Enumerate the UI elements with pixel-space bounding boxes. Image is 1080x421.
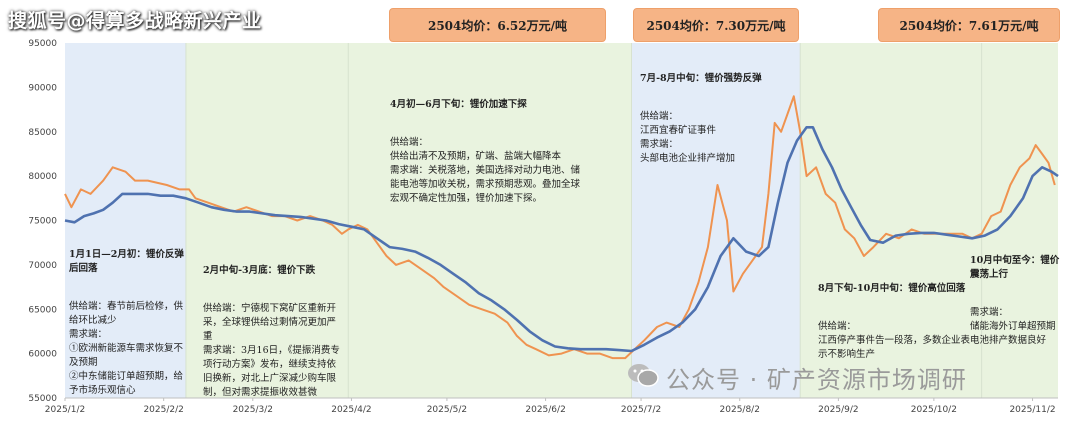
annotation-period-2-title: 2月中旬-3月底：锂价下跌 [203, 265, 316, 276]
annotation-period-6: 10月中旬至今：锂价震荡上行 需求端： 储能海外订单超预期 电池排产数据良好 [970, 240, 1060, 362]
y-tick-label: 65000 [28, 305, 57, 315]
x-tick-label: 2025/11/2 [1009, 405, 1055, 415]
period-band-1 [65, 43, 186, 398]
annotation-period-3-title: 4月初—6月下旬：锂价加速下探 [390, 99, 527, 110]
y-tick-label: 70000 [28, 261, 57, 271]
y-tick-label: 55000 [28, 394, 57, 404]
price-box-q2: 2504均价：6.52万元/吨 [389, 8, 606, 42]
annotation-period-1: 1月1日—2月初：锂价反弹后回落 供给端：春节前后检修，供给环比减少 需求端： … [69, 234, 189, 412]
x-tick-label: 2025/9/2 [818, 405, 858, 415]
annotation-period-5-title: 8月下旬-10月中旬：锂价高位回落 [818, 283, 966, 294]
annotation-period-5-body: 供给端： 江西停产事件告一段落，多数企业表示不影响生产 [818, 321, 971, 360]
annotation-period-4: 7月-8月中旬：锂价强势反弹 供给端： 江西宜春矿证事件 需求端： 头部电池企业… [640, 58, 770, 180]
x-tick-label: 2025/10/2 [911, 405, 957, 415]
y-tick-label: 90000 [28, 83, 57, 93]
y-tick-label: 60000 [28, 350, 57, 360]
annotation-period-2-body: 供给端：宁德枧下窝矿区重新开采，全球锂供给过剩情况更加严重 需求端：3月16日，… [203, 303, 340, 398]
annotation-period-3-body: 供给端： 供给出清不及预期，矿端、盐端大幅降本 需求端：关税落地，美国选择对动力… [390, 137, 581, 204]
series-line-blue [64, 126, 1059, 353]
y-tick-label: 85000 [28, 128, 57, 138]
x-tick-label: 2025/2/2 [143, 405, 183, 415]
y-tick-label: 80000 [28, 172, 57, 182]
annotation-period-1-title: 1月1日—2月初：锂价反弹后回落 [69, 249, 184, 274]
period-band-3 [348, 43, 632, 398]
price-box-q3-label: 2504均价：7.30万元/吨 [646, 18, 786, 33]
price-box-q2-label: 2504均价：6.52万元/吨 [427, 18, 567, 33]
x-tick-label: 2025/4/2 [331, 405, 371, 415]
annotation-period-5: 8月下旬-10月中旬：锂价高位回落 供给端： 江西停产事件告一段落，多数企业表示… [818, 268, 978, 376]
annotation-period-4-body: 供给端： 江西宜春矿证事件 需求端： 头部电池企业排产增加 [640, 111, 736, 164]
annotation-period-4-title: 7月-8月中旬：锂价强势反弹 [640, 73, 762, 84]
x-tick-label: 2025/1/2 [45, 405, 85, 415]
watermark-top: 搜狐号@得算多战略新兴产业 [8, 10, 262, 32]
period-band-6 [981, 43, 1058, 398]
x-tick-label: 2025/3/2 [233, 405, 273, 415]
period-band-4 [631, 43, 801, 398]
price-box-q3: 2504均价：7.30万元/吨 [633, 8, 799, 42]
watermark-bottom: 公众号 · 矿产资源市场调研 [666, 366, 967, 394]
annotation-period-6-body: 需求端： 储能海外订单超预期 电池排产数据良好 [970, 307, 1056, 346]
x-tick-label: 2025/5/2 [427, 405, 467, 415]
annotation-period-2: 2月中旬-3月底：锂价下跌 供给端：宁德枧下窝矿区重新开采，全球锂供给过剩情况更… [203, 250, 343, 414]
wechat-logo-icon [628, 364, 659, 387]
annotation-period-1-body: 供给端：春节前后检修，供给环比减少 需求端： ①欧洲新能源车需求恢复不及预期 ②… [69, 301, 184, 396]
x-tick-label: 2025/8/2 [720, 405, 760, 415]
price-box-q4: 2504均价：7.61万元/吨 [878, 8, 1060, 42]
annotation-period-3: 4月初—6月下旬：锂价加速下探 供给端： 供给出清不及预期，矿端、盐端大幅降本 … [390, 84, 580, 220]
x-tick-label: 2025/6/2 [525, 405, 565, 415]
price-box-q4-label: 2504均价：7.61万元/吨 [899, 18, 1039, 33]
x-tick-label: 2025/7/2 [621, 405, 661, 415]
y-tick-label: 75000 [28, 217, 57, 227]
series-line-orange [64, 95, 1056, 360]
period-band-5 [800, 43, 982, 398]
y-tick-label: 95000 [28, 39, 57, 49]
annotation-period-6-title: 10月中旬至今：锂价震荡上行 [970, 255, 1060, 280]
